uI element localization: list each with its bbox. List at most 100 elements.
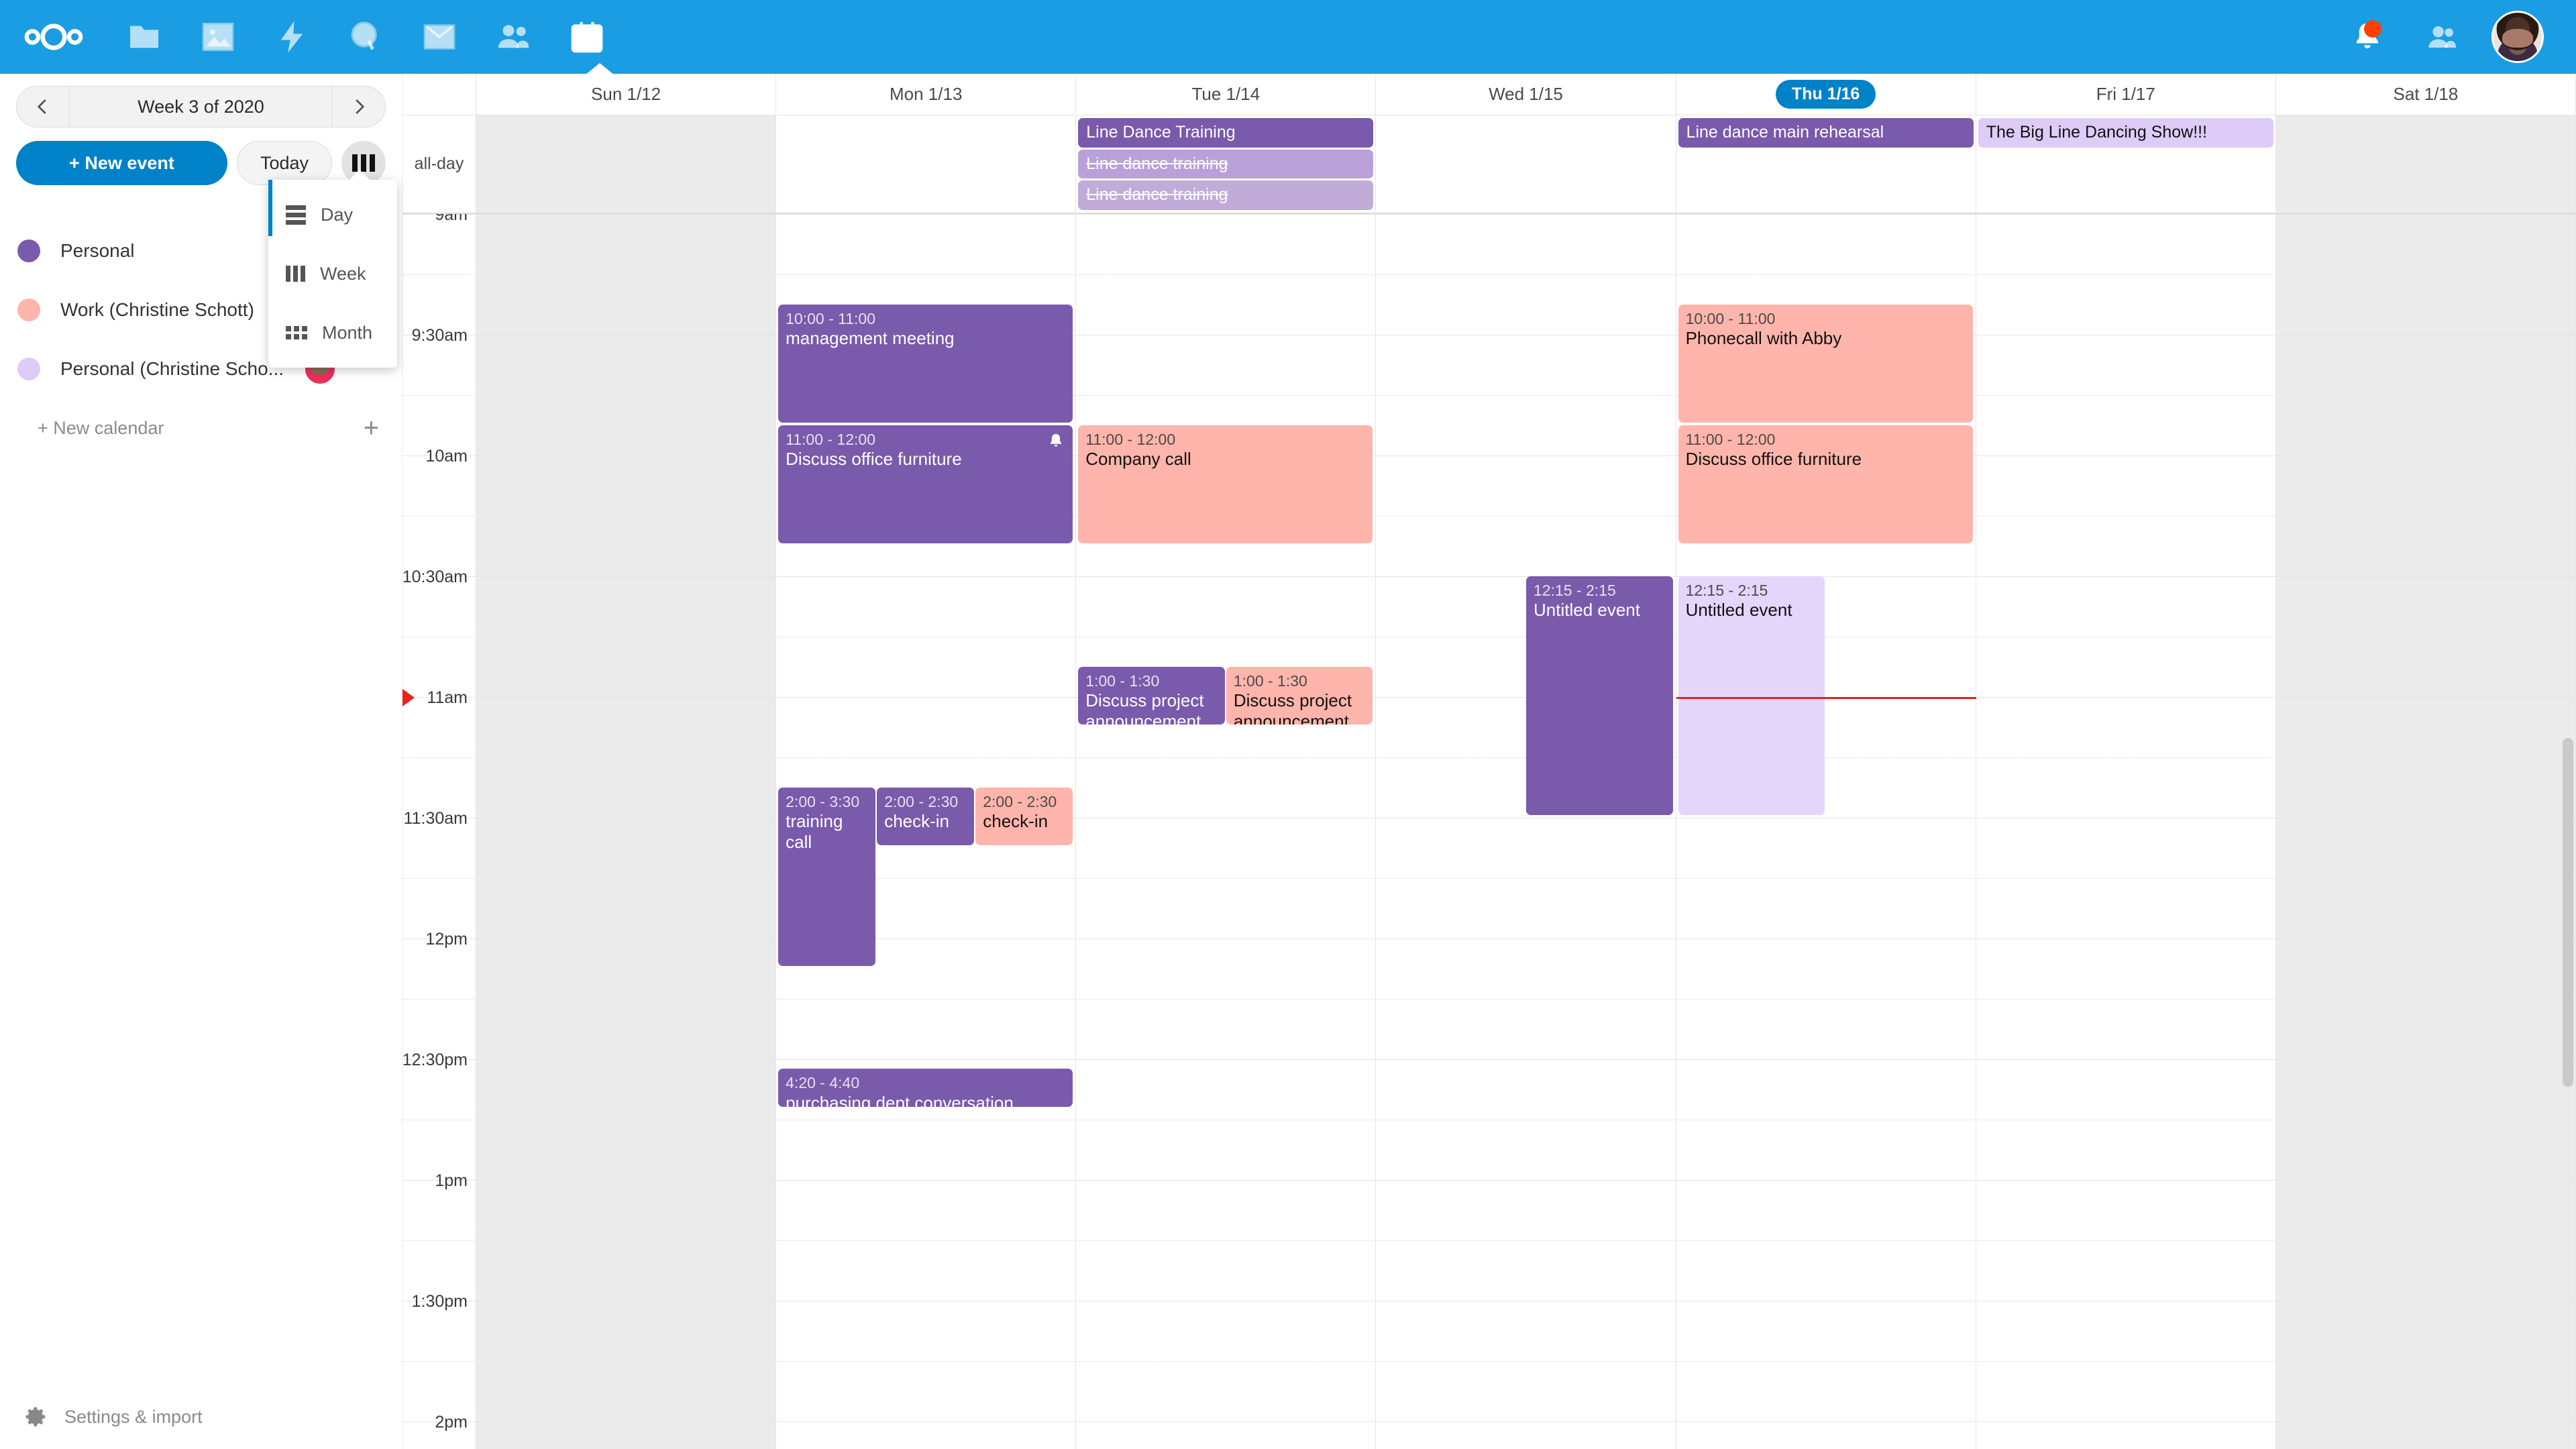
- time-slot[interactable]: [776, 1361, 1077, 1421]
- user-avatar-button[interactable]: [2478, 0, 2557, 74]
- time-slot[interactable]: [1076, 1120, 1377, 1180]
- all-day-event[interactable]: Line Dance Training: [1078, 118, 1374, 148]
- time-slot[interactable]: [1376, 516, 1676, 576]
- view-option-month[interactable]: Month: [268, 303, 397, 362]
- time-slot[interactable]: [1676, 637, 1976, 697]
- time-slot[interactable]: [1676, 1120, 1976, 1180]
- nav-photos[interactable]: [181, 0, 255, 74]
- time-slot[interactable]: [2275, 395, 2576, 455]
- time-slot[interactable]: [776, 274, 1077, 335]
- time-slot[interactable]: [476, 214, 777, 274]
- all-day-event[interactable]: Line dance training: [1078, 180, 1374, 210]
- time-slot[interactable]: [1076, 214, 1377, 274]
- calendar-event[interactable]: 2:00 - 2:30 check-in: [877, 787, 975, 845]
- time-slot[interactable]: [1076, 938, 1377, 999]
- nav-contacts[interactable]: [476, 0, 550, 74]
- time-slot[interactable]: [1976, 818, 2276, 878]
- time-slot[interactable]: [1376, 274, 1676, 335]
- all-day-column[interactable]: Line dance main rehearsal: [1676, 115, 1976, 213]
- day-header[interactable]: Thu 1/16: [1676, 74, 1976, 115]
- time-slot[interactable]: [1676, 1240, 1976, 1301]
- new-event-button[interactable]: + New event: [16, 141, 227, 185]
- time-slot[interactable]: [1676, 214, 1976, 274]
- notifications-button[interactable]: [2330, 0, 2404, 74]
- time-slot[interactable]: [2275, 1361, 2576, 1421]
- nav-activity[interactable]: [255, 0, 329, 74]
- time-slot[interactable]: [776, 1240, 1077, 1301]
- time-slot[interactable]: [1076, 516, 1377, 576]
- calendar-event[interactable]: 12:15 - 2:15 Untitled event: [1678, 576, 1825, 815]
- time-slot[interactable]: [1076, 395, 1377, 455]
- calendar-item-personal-shared[interactable]: Personal (Christine Scho...: [0, 339, 402, 398]
- time-slot[interactable]: [1076, 1301, 1377, 1361]
- time-slot[interactable]: [776, 1180, 1077, 1240]
- time-slot[interactable]: [1976, 697, 2276, 757]
- time-slot[interactable]: [2275, 697, 2576, 757]
- all-day-column[interactable]: [476, 115, 777, 213]
- time-slot[interactable]: [1076, 1059, 1377, 1120]
- time-slot[interactable]: [1076, 1180, 1377, 1240]
- time-slot[interactable]: [1076, 1240, 1377, 1301]
- time-slot[interactable]: [1676, 999, 1976, 1059]
- time-slot[interactable]: [1976, 455, 2276, 516]
- time-slot[interactable]: [1976, 214, 2276, 274]
- time-slot[interactable]: [1076, 878, 1377, 938]
- all-day-column[interactable]: [2275, 115, 2576, 213]
- time-slot[interactable]: [476, 697, 777, 757]
- all-day-event[interactable]: Line dance main rehearsal: [1678, 118, 1974, 148]
- time-slot[interactable]: [1376, 818, 1676, 878]
- all-day-column[interactable]: Line Dance Training Line dance training Li…: [1076, 115, 1377, 213]
- view-option-week[interactable]: Week: [268, 244, 397, 303]
- current-period-label[interactable]: Week 3 of 2020: [69, 87, 333, 127]
- time-slot[interactable]: [476, 818, 777, 878]
- time-slot[interactable]: [1676, 274, 1976, 335]
- time-slot[interactable]: [776, 395, 1077, 455]
- time-slot[interactable]: [2275, 455, 2576, 516]
- today-button[interactable]: Today: [236, 141, 332, 185]
- time-slot[interactable]: [2275, 878, 2576, 938]
- time-slot[interactable]: [1076, 1361, 1377, 1421]
- nextcloud-logo[interactable]: [0, 21, 107, 52]
- time-slot[interactable]: [776, 576, 1077, 637]
- vertical-scrollbar[interactable]: [2563, 738, 2573, 1087]
- all-day-column[interactable]: [776, 115, 1077, 213]
- time-slot[interactable]: [1676, 395, 1976, 455]
- time-slot[interactable]: [1976, 1180, 2276, 1240]
- day-header[interactable]: Sat 1/18: [2275, 74, 2576, 115]
- time-slot[interactable]: [776, 455, 1077, 516]
- next-week-button[interactable]: [333, 87, 385, 127]
- time-slot[interactable]: [1076, 637, 1377, 697]
- time-slot[interactable]: [1976, 757, 2276, 818]
- time-slot[interactable]: [1676, 335, 1976, 395]
- time-slot[interactable]: [1976, 1059, 2276, 1120]
- time-slot[interactable]: [476, 1421, 777, 1449]
- time-slot[interactable]: [1976, 1240, 2276, 1301]
- all-day-column[interactable]: [1376, 115, 1676, 213]
- time-slot[interactable]: [2275, 1059, 2576, 1120]
- time-slot[interactable]: [2275, 335, 2576, 395]
- time-slot[interactable]: [776, 938, 1077, 999]
- nav-search[interactable]: [329, 0, 402, 74]
- time-slot[interactable]: [2275, 637, 2576, 697]
- time-slot[interactable]: [776, 1120, 1077, 1180]
- plus-icon[interactable]: +: [363, 413, 379, 443]
- time-slot[interactable]: [1376, 697, 1676, 757]
- calendar-event[interactable]: 11:00 - 12:00 Discuss office furniture: [778, 425, 1073, 543]
- time-slot[interactable]: [776, 757, 1077, 818]
- time-slot[interactable]: [776, 999, 1077, 1059]
- time-slot[interactable]: [776, 818, 1077, 878]
- time-slot[interactable]: [1076, 1421, 1377, 1449]
- settings-and-import-button[interactable]: Settings & import: [0, 1385, 402, 1449]
- calendar-event[interactable]: 2:00 - 3:30 training call: [778, 787, 876, 966]
- time-slot[interactable]: [1076, 576, 1377, 637]
- time-slot[interactable]: [1376, 878, 1676, 938]
- time-slot[interactable]: [2275, 818, 2576, 878]
- time-slot[interactable]: [476, 274, 777, 335]
- time-slot[interactable]: [1676, 1301, 1976, 1361]
- time-slot[interactable]: [2275, 214, 2576, 274]
- time-slot[interactable]: [1976, 1120, 2276, 1180]
- time-slot[interactable]: [1976, 938, 2276, 999]
- time-slot[interactable]: [1976, 516, 2276, 576]
- calendar-event[interactable]: 1:00 - 1:30 Discuss project announcement: [1078, 666, 1225, 724]
- day-header[interactable]: Sun 1/12: [476, 74, 777, 115]
